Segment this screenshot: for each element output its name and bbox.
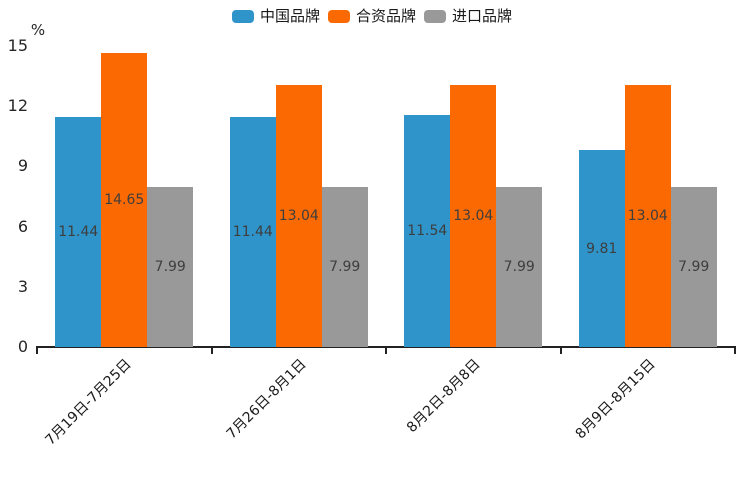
legend-item: 合资品牌 — [327, 7, 416, 25]
legend-label: 中国品牌 — [259, 7, 320, 25]
bar-中国品牌-2 — [404, 115, 451, 347]
y-tick-label: 12 — [7, 96, 28, 116]
y-axis-unit-label: % — [30, 21, 46, 39]
legend-swatch — [231, 10, 254, 23]
legend-swatch — [424, 10, 446, 23]
bar-合资品牌-1 — [275, 85, 322, 347]
x-axis-tick — [385, 347, 387, 354]
bar-value-label: 11.44 — [232, 224, 273, 241]
y-tick-label: 0 — [17, 337, 28, 356]
x-tick-label: 7月26日-8月1日 — [223, 356, 310, 443]
bar-value-label: 7.99 — [678, 258, 710, 275]
x-axis-tick — [734, 347, 736, 354]
x-tick-label: 8月9日-8月15日 — [572, 356, 659, 443]
bar-value-label: 13.04 — [278, 208, 319, 225]
y-tick-label: 3 — [17, 276, 28, 296]
bar-value-label: 11.44 — [58, 224, 99, 241]
y-tick-label: 9 — [17, 156, 28, 176]
legend-item: 进口品牌 — [424, 9, 512, 24]
bar-进口品牌-1 — [321, 186, 368, 347]
legend-label: 合资品牌 — [355, 7, 416, 25]
legend-label: 进口品牌 — [452, 7, 513, 25]
bar-中国品牌-0 — [55, 117, 102, 347]
bar-value-label: 11.54 — [407, 223, 448, 240]
y-tick-label: 6 — [17, 216, 28, 236]
bar-value-label: 13.04 — [453, 208, 494, 225]
bar-进口品牌-0 — [147, 186, 194, 347]
bar-value-label: 7.99 — [329, 258, 361, 275]
bar-value-label: 13.04 — [627, 208, 668, 225]
bar-value-label: 7.99 — [503, 258, 535, 275]
legend-swatch — [327, 10, 350, 23]
legend: 中国品牌 合资品牌 进口品牌 — [0, 9, 744, 24]
x-axis-tick — [210, 347, 213, 354]
x-tick-label: 8月2日-8月8日 — [404, 356, 484, 436]
legend-item: 中国品牌 — [231, 7, 320, 25]
bar-进口品牌-3 — [670, 186, 717, 347]
x-axis-tick — [559, 347, 562, 354]
x-tick-label: 7月19日-7月25日 — [42, 356, 135, 449]
bar-中国品牌-3 — [578, 150, 625, 347]
bar-合资品牌-3 — [624, 85, 671, 347]
bar-进口品牌-2 — [496, 186, 543, 347]
bar-合资品牌-0 — [101, 53, 148, 347]
bar-value-label: 7.99 — [154, 258, 186, 275]
bar-value-label: 14.65 — [104, 192, 145, 208]
bar-合资品牌-2 — [450, 85, 497, 347]
bar-中国品牌-1 — [229, 117, 276, 347]
x-axis-tick — [36, 347, 38, 354]
y-tick-label: 15 — [7, 36, 28, 55]
bar-value-label: 9.81 — [586, 240, 618, 257]
